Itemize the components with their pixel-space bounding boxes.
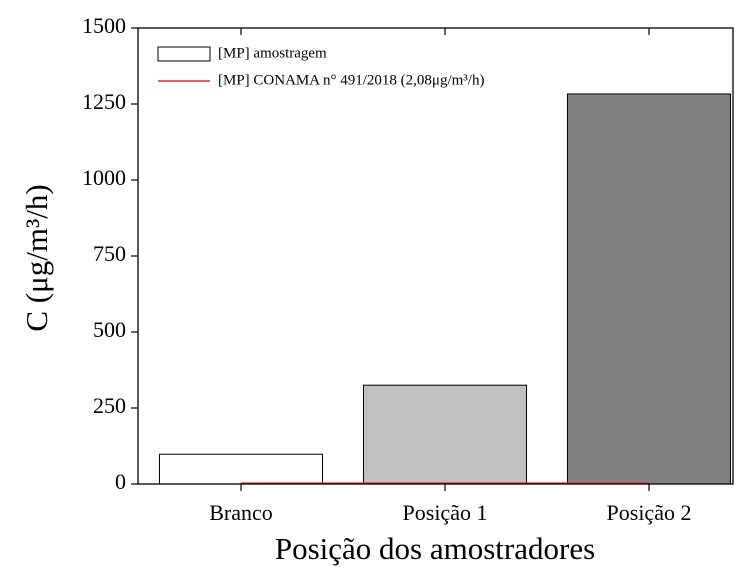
- legend-label: [MP] amostragem: [218, 45, 327, 61]
- x-tick-label: Branco: [209, 500, 273, 525]
- y-tick-label: 1000: [82, 165, 126, 190]
- y-tick-label: 250: [93, 393, 126, 418]
- x-tick-label: Posição 1: [403, 500, 488, 525]
- y-tick-label: 500: [93, 317, 126, 342]
- x-tick-label: Posição 2: [607, 500, 692, 525]
- bar: [567, 93, 731, 485]
- bar: [363, 384, 527, 485]
- legend-swatch: [157, 46, 211, 62]
- y-axis-label: C (μg/m³/h): [19, 184, 54, 331]
- bar: [159, 453, 323, 485]
- y-tick-label: 1250: [82, 89, 126, 114]
- y-tick-label: 0: [115, 469, 126, 494]
- legend-label: [MP] CONAMA n° 491/2018 (2,08μg/m³/h): [218, 72, 484, 88]
- plot-frame: [137, 27, 734, 485]
- y-tick-label: 1500: [82, 13, 126, 38]
- y-tick-label: 750: [93, 241, 126, 266]
- x-axis-label: Posição dos amostradores: [275, 531, 595, 566]
